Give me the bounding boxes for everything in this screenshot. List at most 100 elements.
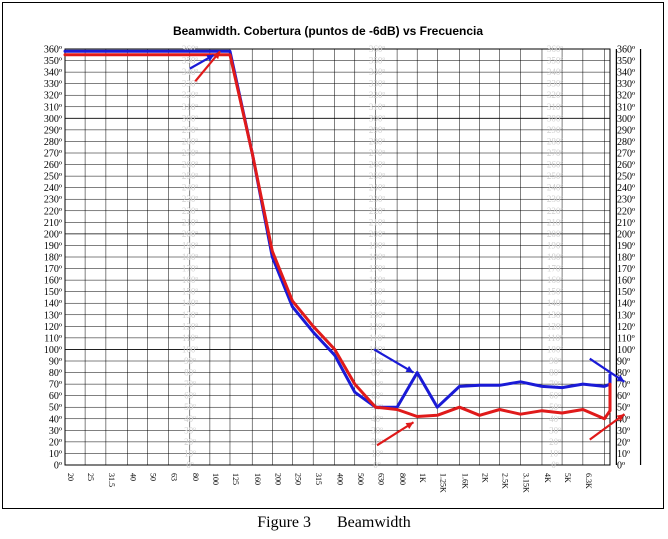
y-tick-label: 200º (44, 229, 62, 240)
x-tick-label: 500 (356, 473, 365, 485)
watermark-tick-label: 70º (184, 379, 196, 389)
watermark-tick-label: 90º (549, 356, 561, 366)
watermark-tick-label: 70º (371, 379, 383, 389)
y-tick-label: 110º (44, 333, 62, 344)
watermark-tick-label: 300º (369, 113, 386, 123)
watermark-tick-label: 190º (547, 240, 564, 250)
watermark-tick-label: 150º (182, 287, 199, 297)
watermark-tick-label: 260º (547, 160, 564, 170)
arrow-head (405, 365, 414, 373)
watermark-tick-label: 60º (184, 391, 196, 401)
y-tick-label-right: 110º (617, 333, 635, 344)
y-tick-label-right: 320º (617, 91, 635, 102)
watermark-tick-label: 80º (371, 368, 383, 378)
y-tick-label: 320º (44, 91, 62, 102)
watermark-tick-label: 320º (182, 90, 199, 100)
y-tick-label: 30º (49, 426, 62, 437)
y-axis-left: 0º10º20º30º40º50º60º70º80º90º100º110º120… (44, 45, 62, 472)
watermark-tick-label: 140º (547, 298, 564, 308)
y-tick-label-right: 10º (617, 449, 630, 460)
watermark-tick-label: 110º (182, 333, 198, 343)
watermark-tick-label: 10º (371, 448, 383, 458)
watermark-tick-label: 20º (549, 437, 561, 447)
watermark-tick-label: 190º (369, 240, 386, 250)
watermark-tick-label: 240º (547, 183, 564, 193)
arrow-head (206, 54, 215, 62)
watermark-tick-label: 20º (184, 437, 196, 447)
watermark-tick-label: 250º (547, 171, 564, 181)
watermark-tick-label: 210º (369, 217, 386, 227)
watermark-tick-label: 350º (369, 56, 386, 66)
watermark-tick-label: 280º (182, 136, 199, 146)
watermark-tick-label: 250º (369, 171, 386, 181)
watermark-tick-label: 120º (547, 321, 564, 331)
x-tick-label: 160 (253, 473, 262, 485)
y-tick-label: 240º (44, 183, 62, 194)
y-tick-label-right: 360º (617, 45, 635, 56)
watermark-tick-label: 10º (184, 448, 196, 458)
watermark-tick-label: 240º (182, 183, 199, 193)
x-tick-label: 3.15K (521, 473, 530, 493)
watermark-tick-label: 340º (547, 67, 564, 77)
watermark-tick-label: 200º (547, 229, 564, 239)
y-tick-label-right: 30º (617, 426, 630, 437)
y-tick-label-right: 120º (617, 322, 635, 333)
y-tick-label-right: 220º (617, 206, 635, 217)
watermark-tick-label: 80º (549, 368, 561, 378)
watermark-tick-label: 140º (369, 298, 386, 308)
y-tick-label-right: 210º (617, 218, 635, 229)
watermark-tick-label: 200º (369, 229, 386, 239)
series-line-blue (63, 49, 612, 409)
y-tick-label-right: 230º (617, 195, 635, 206)
watermark-tick-label: 30º (549, 425, 561, 435)
watermark-tick-label: 240º (369, 183, 386, 193)
watermark-tick-label: 310º (182, 102, 199, 112)
x-tick-label: 20 (66, 473, 75, 481)
watermark-tick-label: 40º (184, 414, 196, 424)
x-tick-label: 200 (273, 473, 282, 485)
watermark-tick-label: 180º (182, 252, 199, 262)
y-tick-label: 100º (44, 345, 62, 356)
watermark-tick-label: 140º (182, 298, 199, 308)
figure-caption-text: Beamwidth (337, 514, 411, 531)
watermark-tick-label: 130º (182, 310, 199, 320)
watermark-tick-label: 280º (369, 136, 386, 146)
watermark-tick-label: 160º (547, 275, 564, 285)
series-group (63, 49, 612, 421)
watermark-tick-label: 90º (371, 356, 383, 366)
y-tick-label-right: 170º (617, 264, 635, 275)
chart-title: Beamwidth. Cobertura (puntos de -6dB) vs… (173, 24, 483, 38)
y-tick-label: 20º (49, 437, 62, 448)
x-tick-label: 400 (336, 473, 345, 485)
y-tick-label: 150º (44, 287, 62, 298)
figure-caption: Figure 3 Beamwidth (0, 514, 668, 532)
watermark-tick-label: 340º (369, 67, 386, 77)
watermark-tick-label: 110º (547, 333, 563, 343)
y-tick-label-right: 330º (617, 79, 635, 90)
watermark-tick-label: 350º (547, 56, 564, 66)
y-tick-label-right: 250º (617, 172, 635, 183)
y-tick-label-right: 290º (617, 125, 635, 136)
y-tick-label: 220º (44, 206, 62, 217)
x-tick-label: 125 (231, 473, 240, 485)
y-tick-label-right: 100º (617, 345, 635, 356)
watermark-tick-label: 190º (182, 240, 199, 250)
watermark-tick-label: 0º (373, 460, 381, 470)
y-tick-label: 60º (49, 391, 62, 402)
y-tick-label-right: 160º (617, 276, 635, 287)
y-tick-label: 210º (44, 218, 62, 229)
watermark-tick-label: 180º (547, 252, 564, 262)
x-tick-label: 630 (377, 473, 386, 485)
watermark-tick-label: 90º (184, 356, 196, 366)
y-tick-label: 120º (44, 322, 62, 333)
watermark-tick-label: 40º (371, 414, 383, 424)
arrow-head (212, 51, 221, 60)
y-tick-label: 290º (44, 125, 62, 136)
y-tick-label-right: 20º (617, 437, 630, 448)
watermark-tick-label: 330º (182, 79, 199, 89)
y-tick-label: 160º (44, 276, 62, 287)
watermark-tick-label: 220º (547, 206, 564, 216)
x-tick-label: 4K (543, 473, 552, 483)
y-tick-label: 90º (49, 357, 62, 368)
y-tick-label-right: 180º (617, 253, 635, 264)
